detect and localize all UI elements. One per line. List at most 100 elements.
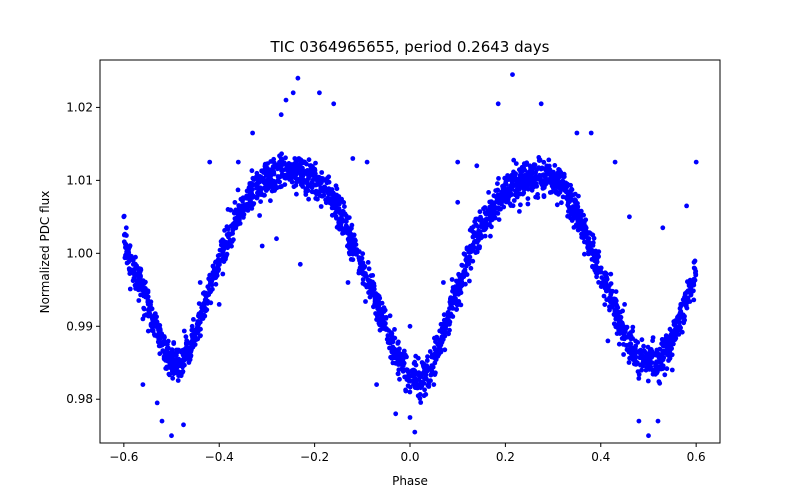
data-point [593,263,599,269]
data-point [611,321,617,327]
data-point [565,191,571,197]
data-point [374,317,379,322]
data-point [350,156,356,161]
data-point [551,171,557,177]
data-point [203,296,209,302]
data-point [379,315,385,320]
y-tick-label: 0.98 [66,392,93,406]
data-point [529,184,535,190]
data-point [127,267,132,273]
data-point [692,258,698,264]
data-point [572,207,578,213]
data-point [458,290,464,296]
data-point [340,231,345,236]
data-point [334,215,339,221]
data-point [303,189,309,195]
data-point [538,101,544,107]
data-point [511,157,517,163]
data-point [209,278,215,283]
data-point [514,187,520,192]
data-point [576,216,581,221]
data-point [329,205,335,211]
data-point [494,195,500,201]
data-point [517,209,522,214]
data-point [359,263,364,268]
data-point [313,182,319,188]
data-point [178,373,184,379]
data-point [645,378,651,384]
y-axis-label: Normalized PDC flux [38,191,52,314]
data-point [213,260,218,265]
data-point [621,336,627,342]
data-point [592,255,598,261]
data-point [143,312,149,318]
data-point [588,130,594,136]
data-point [567,199,572,205]
data-point [616,317,621,323]
data-point [249,168,255,174]
data-point [278,173,284,179]
data-point [549,189,555,195]
data-point [473,250,479,256]
data-point [395,371,401,377]
data-point [157,351,163,357]
data-point [295,75,301,81]
data-point [345,280,351,285]
data-point [624,324,630,330]
data-point [542,182,548,188]
data-point [306,196,311,202]
data-point [392,327,397,332]
data-point [541,159,547,165]
data-point [192,330,197,336]
data-point [622,302,627,307]
data-point [455,199,461,205]
data-point [467,278,472,284]
data-point [662,372,668,378]
data-point [463,281,468,287]
data-point [521,181,526,187]
data-point [653,365,659,370]
data-point [629,349,634,355]
data-point [235,187,241,193]
data-point [531,162,537,168]
data-point [678,301,684,307]
data-point [479,221,485,227]
data-point [385,333,391,338]
data-point [138,286,144,292]
data-point [441,312,447,318]
data-point [467,227,473,233]
data-point [496,206,502,212]
data-point [436,343,442,349]
data-point [326,179,332,185]
data-point [458,302,464,308]
data-point [533,170,538,175]
data-point [487,222,492,227]
data-point [667,356,673,362]
data-point [488,233,493,239]
data-point [379,307,384,312]
data-point [586,240,592,245]
data-point [691,265,697,271]
data-point [389,331,395,336]
data-point [586,251,591,257]
data-point [574,130,580,136]
data-point [146,310,152,315]
data-point [159,418,165,424]
data-point [165,364,171,370]
data-point [394,347,400,353]
data-point [514,194,520,200]
y-axis: 0.98 0.99 1.00 1.01 1.02 [66,100,100,406]
data-point [387,313,393,319]
data-point [461,269,467,274]
data-point [621,352,626,357]
data-point [604,271,609,277]
data-point [693,159,699,165]
data-point [633,338,638,344]
data-point [205,284,211,290]
data-point [135,278,141,283]
data-point [293,172,299,178]
data-point [447,306,452,311]
data-point [650,338,655,344]
